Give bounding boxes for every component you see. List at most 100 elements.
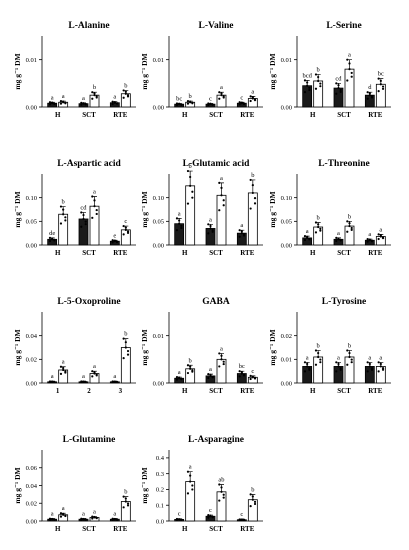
data-point (253, 377, 257, 380)
panel-title: L-Aspartic acid (57, 159, 121, 169)
data-point (91, 517, 94, 520)
data-point (122, 224, 125, 228)
data-point (306, 362, 309, 366)
data-point (249, 377, 252, 381)
data-point (209, 224, 212, 228)
data-point (93, 205, 96, 208)
data-point (249, 493, 252, 496)
y-tick-label: 0.05 (153, 219, 164, 226)
data-point (124, 90, 127, 93)
bar-dark (364, 94, 375, 108)
significance-letter: a (51, 373, 54, 380)
x-tick-label: RTE (113, 249, 127, 257)
data-point (186, 99, 190, 103)
bar-light (247, 499, 258, 522)
data-point (115, 518, 119, 521)
significance-letter: a (220, 345, 223, 352)
data-point (366, 361, 369, 364)
data-point (122, 506, 125, 509)
significance-letter: b (124, 489, 127, 496)
data-point (207, 516, 210, 519)
significance-letter: bc (176, 95, 182, 102)
data-point (48, 517, 52, 520)
data-point (62, 513, 65, 516)
data-point (346, 58, 349, 61)
significance-letter: b (124, 331, 127, 338)
significance-letter: a (337, 230, 340, 237)
data-point (53, 380, 56, 384)
x-tick-label: SCT (209, 249, 223, 257)
panel-title: L-Threonine (318, 159, 370, 169)
bar-light (185, 368, 196, 384)
data-point (126, 95, 130, 98)
bar-light (247, 192, 258, 246)
data-point (91, 216, 94, 219)
data-point (191, 484, 194, 487)
y-axis-label: mg g⁻¹ DM (268, 329, 277, 365)
data-point (80, 211, 83, 214)
significance-letter: a (209, 366, 212, 373)
significance-letter: a (178, 210, 181, 217)
panel-title: L-Asparagine (188, 435, 244, 445)
data-point (242, 102, 246, 106)
x-tick-label: SCT (82, 111, 96, 119)
data-point (82, 102, 85, 105)
data-point (242, 374, 246, 377)
data-point (91, 97, 94, 100)
significance-letter: a (51, 94, 54, 101)
data-point (93, 372, 96, 375)
x-tick-label: RTE (368, 111, 382, 119)
data-point (186, 492, 190, 495)
data-point (59, 512, 63, 515)
data-point (111, 517, 114, 520)
data-point (220, 94, 223, 97)
data-point (381, 85, 385, 88)
x-tick-label: 1 (56, 387, 60, 395)
y-tick-label: 0.00 (153, 104, 164, 111)
error-bar (219, 182, 224, 196)
data-point (368, 365, 371, 368)
data-point (306, 81, 309, 84)
data-point (51, 518, 54, 521)
data-point (80, 225, 83, 228)
significance-letter: c (124, 218, 127, 225)
data-point (303, 90, 307, 94)
data-point (368, 94, 371, 97)
data-point (249, 207, 252, 210)
data-point (238, 375, 241, 378)
data-point (115, 102, 119, 105)
data-point (370, 240, 374, 243)
significance-letter: a (93, 188, 96, 195)
data-point (51, 238, 54, 241)
data-point (317, 351, 320, 355)
data-point (126, 502, 130, 505)
y-tick-label: 0.1 (156, 503, 164, 510)
data-point (48, 239, 52, 243)
x-tick-label: H (182, 249, 188, 257)
data-point (218, 352, 221, 355)
significance-letter: b (251, 172, 254, 179)
chart-panel: L-Valine mg g⁻¹ DM 0.00 0.01 Hbc b SCT c a RTE c a (140, 21, 263, 119)
bar-dark (333, 87, 344, 108)
y-tick-label: 0.02 (281, 333, 292, 340)
y-tick-label: 0.01 (26, 57, 37, 64)
significance-letter: cd (80, 204, 87, 211)
data-point (366, 91, 369, 94)
data-point (253, 502, 257, 506)
x-tick-label: SCT (337, 111, 351, 119)
data-point (62, 366, 65, 370)
data-point (377, 77, 380, 80)
data-point (350, 361, 353, 364)
data-point (381, 237, 385, 240)
y-tick-label: 0.02 (26, 501, 37, 508)
data-point (253, 99, 257, 102)
significance-letter: a (51, 511, 54, 518)
bar-dark (333, 366, 344, 384)
significance-letter: a (348, 52, 351, 59)
panel-title: L-Alanine (68, 21, 109, 31)
data-point (178, 103, 181, 106)
data-point (308, 366, 311, 370)
significance-letter: b (317, 66, 320, 73)
data-point (303, 79, 307, 82)
